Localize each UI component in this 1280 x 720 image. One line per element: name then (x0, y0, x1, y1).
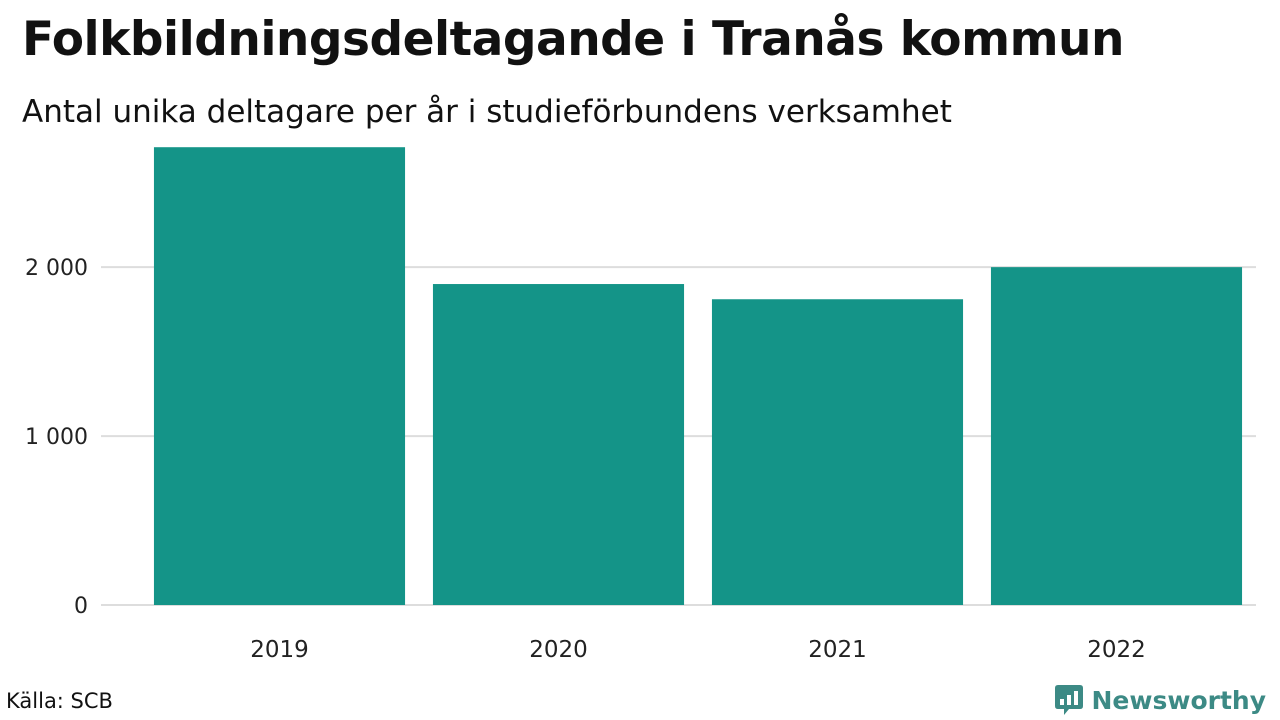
brand-logo: Newsworthy (1054, 683, 1267, 717)
brand-name: Newsworthy (1091, 685, 1267, 715)
axis-labels: 0 1 000 2 000 2019 2020 2021 2022 (25, 256, 1146, 663)
y-tick-label: 2 000 (25, 256, 88, 281)
bars (153, 147, 1243, 606)
source-note: Källa: SCB (6, 689, 113, 713)
chart-subtitle: Antal unika deltagare per år i studieför… (22, 94, 952, 130)
chart-bubble-icon (1054, 685, 1083, 715)
bar-2019 (153, 147, 406, 606)
y-tick-label: 0 (74, 594, 88, 619)
x-tick-label: 2020 (529, 637, 588, 663)
chart-title: Folkbildningsdeltagande i Tranås kommun (22, 12, 1124, 67)
x-tick-label: 2019 (250, 637, 309, 663)
x-tick-label: 2021 (808, 637, 867, 663)
y-tick-label: 1 000 (25, 425, 88, 450)
bar-2020 (432, 284, 685, 605)
bar-2021 (711, 299, 964, 605)
bar-2022 (990, 267, 1243, 605)
x-tick-label: 2022 (1087, 637, 1146, 663)
